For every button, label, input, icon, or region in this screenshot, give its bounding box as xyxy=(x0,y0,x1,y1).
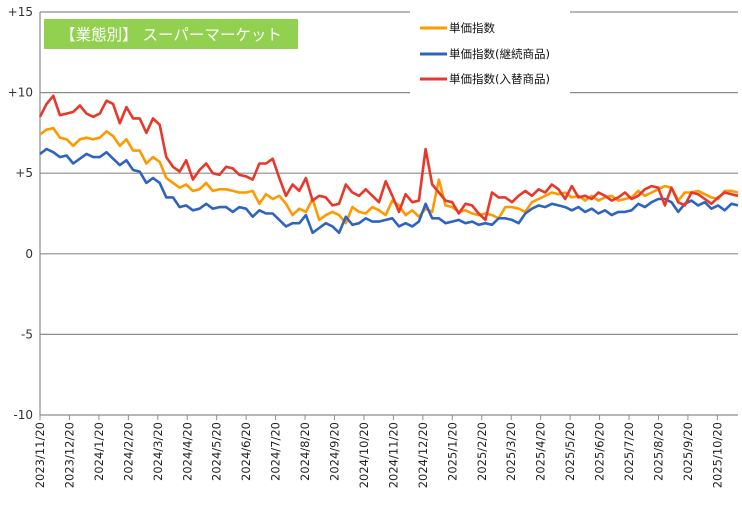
x-tick-label: 2024/4/20 xyxy=(180,422,194,481)
y-tick-label: +10 xyxy=(8,86,33,100)
series-line-0 xyxy=(39,126,739,225)
y-tick-label: +5 xyxy=(15,166,33,180)
x-tick-labels: 2023/11/20 2023/12/20 2024/1/20 2024/2/20 20… xyxy=(33,415,724,488)
x-tick-label: 2024/6/20 xyxy=(239,422,253,481)
series-line-2 xyxy=(38,94,739,222)
x-tick-label: 2023/12/20 xyxy=(62,422,76,488)
x-tick-label: 2024/1/20 xyxy=(92,422,106,481)
y-tick-label: +15 xyxy=(8,5,33,19)
y-tick-label: -5 xyxy=(21,327,33,341)
y-tick-label: -10 xyxy=(13,408,33,422)
chart-title: 【業態別】 スーパーマーケット xyxy=(60,26,282,44)
x-tick-label: 2024/8/20 xyxy=(298,422,312,481)
legend: 単価指数 単価指数(継続商品) 単価指数(入替商品) xyxy=(410,10,570,94)
x-tick-label: 2025/2/20 xyxy=(475,422,489,481)
y-tick-label: 0 xyxy=(25,247,33,261)
x-tick-label: 2025/9/20 xyxy=(681,422,695,481)
x-tick-label: 2024/11/20 xyxy=(386,422,400,488)
x-tick-label: 2025/1/20 xyxy=(445,422,459,481)
x-tick-label: 2024/2/20 xyxy=(121,422,135,481)
x-tick-label: 2025/6/20 xyxy=(593,422,607,481)
legend-label-1: 単価指数(継続商品) xyxy=(449,47,550,61)
x-tick-label: 2025/5/20 xyxy=(563,422,577,481)
x-tick-label: 2025/7/20 xyxy=(622,422,636,481)
x-tick-label: 2025/4/20 xyxy=(534,422,548,481)
chart-title-background xyxy=(44,19,298,49)
series-line-1 xyxy=(39,147,739,235)
x-tick-label: 2024/3/20 xyxy=(151,422,165,481)
x-tick-label: 2023/11/20 xyxy=(33,422,47,488)
x-tick-label: 2024/9/20 xyxy=(328,422,342,481)
y-tick-labels: +15 +10 +5 0 -5 -10 xyxy=(8,5,33,422)
x-tick-label: 2024/10/20 xyxy=(357,422,371,488)
legend-label-0: 単価指数 xyxy=(449,21,495,35)
series-lines xyxy=(38,94,739,235)
x-tick-label: 2024/12/20 xyxy=(416,422,430,488)
x-tick-label: 2025/3/20 xyxy=(504,422,518,481)
gridlines xyxy=(40,11,738,416)
x-tick-label: 2024/7/20 xyxy=(269,422,283,481)
x-tick-label: 2025/8/20 xyxy=(651,422,665,481)
x-tick-label: 2025/10/20 xyxy=(710,422,724,488)
chart-title-box: 【業態別】 スーパーマーケット xyxy=(44,19,298,49)
x-tick-label: 2024/5/20 xyxy=(210,422,224,481)
legend-label-2: 単価指数(入替商品) xyxy=(449,72,550,86)
